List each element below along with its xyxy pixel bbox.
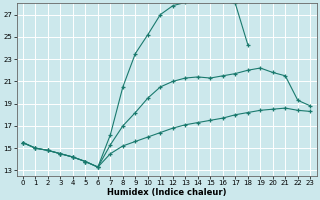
X-axis label: Humidex (Indice chaleur): Humidex (Indice chaleur) — [107, 188, 226, 197]
